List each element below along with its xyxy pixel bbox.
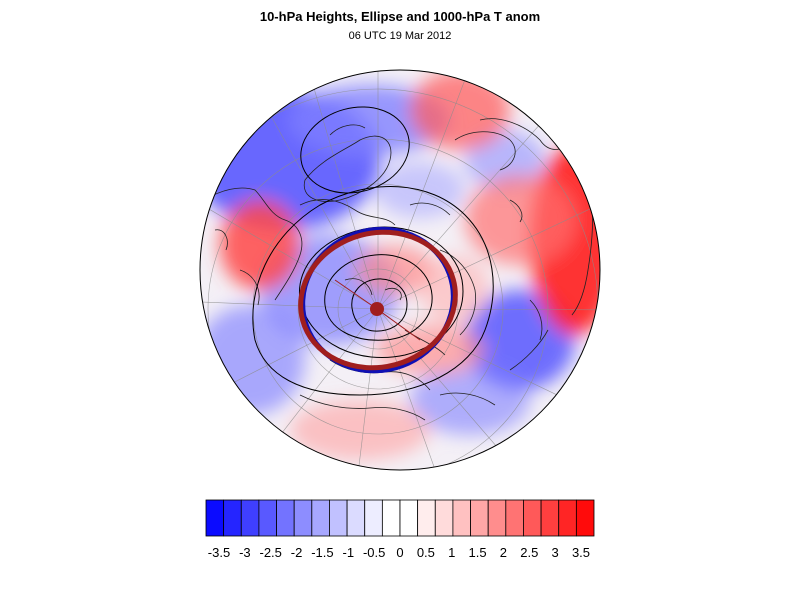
colorbar-tick-label: -1 (343, 545, 355, 560)
ellipse-red (298, 229, 458, 371)
colorbar-swatch (381, 499, 401, 537)
map-subtitle: 06 UTC 19 Mar 2012 (348, 30, 452, 42)
colorbar-tick-label: 2.5 (520, 545, 538, 560)
colorbar-tick-label: 0.5 (417, 545, 435, 560)
colorbar-swatch (205, 499, 225, 537)
colorbar-swatch (223, 499, 242, 537)
colorbar-tick-label: -2 (291, 545, 303, 560)
colorbar-swatch (364, 499, 383, 537)
colorbar-swatch (276, 499, 295, 537)
colorbar-tick-label: 1.5 (469, 545, 487, 560)
colorbar-tick-label: -2.5 (260, 545, 282, 560)
colorbar-swatch (505, 499, 524, 537)
colorbar-swatch (417, 499, 436, 537)
colorbar-swatch (558, 499, 577, 537)
colorbar-swatch (399, 499, 419, 537)
colorbar-tick-label: 3.5 (572, 545, 590, 560)
colorbar-swatch (311, 499, 330, 537)
colorbar-swatch (240, 499, 260, 537)
colorbar-swatch (523, 499, 542, 537)
colorbar-tick-label: 3 (552, 545, 559, 560)
map-title: 10-hPa Heights, Ellipse and 1000-hPa T a… (259, 9, 541, 24)
colorbar-tick-label: -1.5 (311, 545, 333, 560)
colorbar-swatch (434, 499, 454, 537)
colorbar-tick-label: -3.5 (208, 545, 230, 560)
colorbar-tick-label: -0.5 (363, 545, 385, 560)
colorbar-swatch (487, 499, 507, 537)
colorbar-tick-label: 1 (448, 545, 455, 560)
colorbar-tick-label: 0 (396, 545, 403, 560)
colorbar-swatch (329, 499, 348, 537)
height-contours (252, 106, 494, 396)
colorbar-swatch (470, 499, 489, 537)
colorbar-swatch (575, 499, 595, 537)
colorbar-swatch (452, 499, 471, 537)
colorbar-swatch (258, 499, 277, 537)
globe-outline (199, 69, 601, 471)
colorbar-swatch (540, 499, 560, 537)
colorbar-tick-label: 2 (500, 545, 507, 560)
colorbar-swatch (293, 499, 313, 537)
colorbar-swatch (346, 499, 366, 537)
colorbar-tick-label: -3 (239, 545, 251, 560)
